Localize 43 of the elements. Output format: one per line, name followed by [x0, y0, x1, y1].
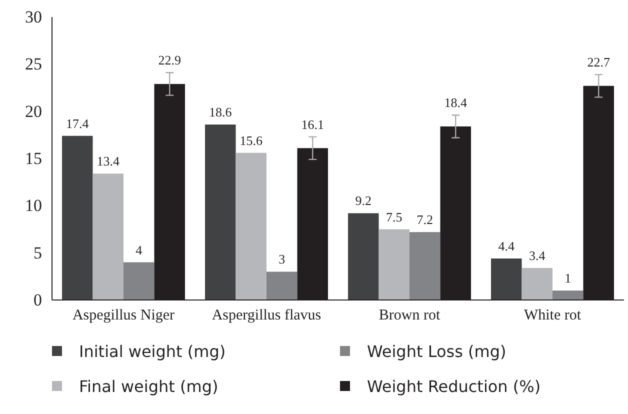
data-label: 3: [278, 252, 286, 267]
data-label: 9.2: [355, 193, 372, 208]
bar: [124, 262, 154, 300]
x-tick-label: Aspegillus Niger: [72, 308, 175, 324]
legend-label: Final weight (mg): [79, 377, 218, 396]
bar: [92, 174, 124, 300]
data-label: 4: [136, 242, 143, 258]
y-tick-label: 25: [25, 54, 42, 74]
data-label: 3.4: [529, 248, 546, 263]
bar: [205, 124, 236, 300]
data-label: 7.5: [386, 209, 402, 224]
x-tick-label: White rot: [524, 308, 582, 324]
legend-label: Weight Reduction (%): [367, 377, 541, 396]
bar: [62, 136, 93, 300]
data-label: 15.6: [240, 132, 264, 148]
bar: [236, 152, 266, 300]
legend-label: Weight Loss (mg): [367, 342, 506, 361]
bar: [410, 232, 440, 300]
y-tick-label: 15: [25, 148, 42, 168]
data-label: 13.4: [96, 154, 120, 169]
bar: [522, 268, 552, 300]
y-tick-label: 10: [25, 196, 42, 216]
legend-label: Initial weight (mg): [79, 342, 226, 361]
bar: [348, 213, 379, 300]
data-label: 16.1: [301, 116, 324, 132]
data-label: 1: [564, 270, 572, 286]
bar: [378, 229, 410, 300]
bar: [552, 290, 584, 300]
data-label: 4.4: [498, 238, 516, 254]
data-label: 22.7: [587, 54, 610, 70]
data-label: 18.6: [209, 104, 232, 120]
data-label: 17.4: [66, 116, 90, 131]
y-tick-label: 5: [34, 243, 42, 262]
y-tick-label: 0: [34, 290, 42, 310]
bar: [491, 258, 522, 300]
data-label: 7.2: [416, 212, 433, 228]
data-label: 22.9: [158, 52, 181, 68]
data-label: 18.4: [444, 95, 468, 110]
x-tick-label: Brown rot: [378, 308, 441, 324]
x-tick-label: Aspergillus flavus: [212, 308, 322, 324]
y-tick-label: 20: [25, 102, 42, 121]
bar: [266, 272, 298, 300]
y-tick-label: 30: [25, 7, 42, 26]
